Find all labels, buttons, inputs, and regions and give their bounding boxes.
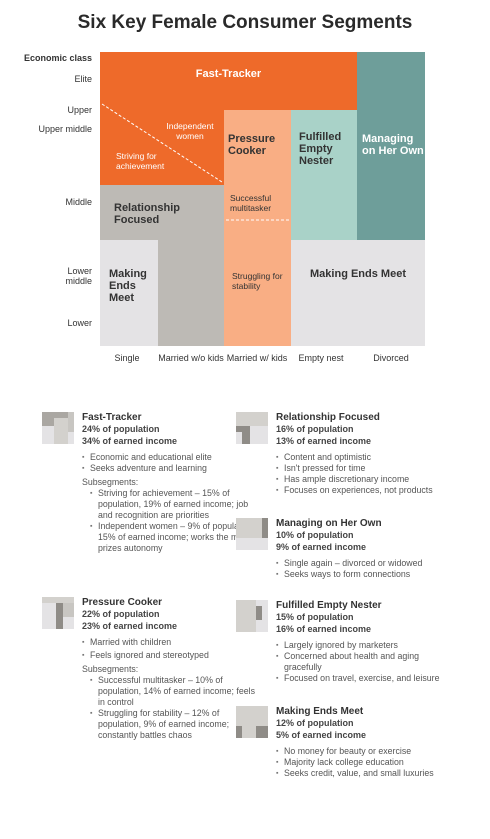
making-ends-meet-thumb-icon (236, 706, 268, 738)
legend-bullet: Single again – divorced or widowed (276, 558, 456, 569)
legend-bullet: Content and optimistic (276, 452, 456, 463)
x-label-divorced: Divorced (373, 353, 409, 363)
legend-population: 10% of population (276, 530, 354, 540)
pressure-cooker-label: Pressure Cooker (228, 133, 276, 157)
pressure-cooker-thumb-icon (42, 597, 74, 629)
y-axis-title: Economic class (23, 53, 92, 63)
fast-tracker-thumb-icon (42, 412, 74, 444)
legend-bullet: Seeks adventure and learning (82, 463, 262, 474)
managing-on-her-own-label: Managing on Her Own (362, 133, 424, 157)
fulfilled-empty-nester-label: Fulfilled Empty Nester (299, 131, 342, 167)
making-ends-meet-right-label: Making Ends Meet (310, 268, 406, 280)
legend-bullet: Isn't pressed for time (276, 463, 456, 474)
legend-bullet: Focused on travel, exercise, and leisure (276, 673, 456, 684)
x-label-married-kids: Married w/ kids (226, 353, 288, 363)
legend-subsegments-title: Subsegments: (82, 477, 139, 487)
fast-tracker-block-top (100, 52, 357, 110)
managing-on-her-own-block (357, 52, 425, 240)
y-label-middle: Middle (65, 197, 92, 207)
y-label-elite: Elite (74, 74, 92, 84)
relationship-focused-block-top (100, 185, 224, 240)
legend-bullet: Largely ignored by marketers (276, 640, 456, 651)
legend-bullet: Feels ignored and stereotyped (82, 650, 262, 661)
legend-bullet: Focuses on experiences, not products (276, 485, 456, 496)
fast-tracker-label: Fast-Tracker (195, 68, 262, 80)
legend-bullet: Economic and educational elite (82, 452, 262, 463)
legend-income: 5% of earned income (276, 730, 367, 740)
x-label-single: Single (114, 353, 140, 363)
legend-income: 9% of earned income (276, 542, 367, 552)
legend-bullet: Has ample discretionary income (276, 474, 456, 485)
relationship-focused-label: Relationship Focused (114, 202, 181, 226)
legend-income: 13% of earned income (276, 436, 372, 446)
struggling-label: Struggling for stability (232, 271, 283, 291)
legend-income: 16% of earned income (276, 624, 372, 634)
y-label-upper-middle: Upper middle (38, 124, 92, 134)
fast-tracker-block-left (100, 110, 224, 185)
y-label-lower: Lower (67, 318, 92, 328)
relationship-focused-block-bottom (158, 240, 224, 346)
x-label-married-no-kids: Married w/o kids (158, 353, 224, 363)
legend-population: 16% of population (276, 424, 354, 434)
striving-label: Striving for achievement (116, 151, 165, 171)
pressure-cooker-block (224, 110, 291, 346)
successful-multitasker-label: Successful multitasker (230, 193, 272, 213)
legend-bullet: Seeks ways to form connections (276, 569, 456, 580)
legend-bullet: Married with children (82, 637, 262, 648)
legend-income: 34% of earned income (82, 436, 178, 446)
legend-name: Pressure Cooker (82, 597, 163, 608)
legend-subsegment: Successful multitasker – 10% of populati… (82, 675, 262, 708)
legend-bullet: Seeks credit, value, and small luxuries (276, 768, 456, 779)
legend-name: Managing on Her Own (276, 518, 382, 529)
legend-population: 12% of population (276, 718, 354, 728)
x-label-empty-nest: Empty nest (298, 353, 344, 363)
y-label-lower-middle: Lower middle (65, 266, 92, 286)
legend-population: 24% of population (82, 424, 160, 434)
legend-population: 22% of population (82, 609, 160, 619)
fulfilled-empty-nester-block (291, 110, 357, 240)
legend-name: Fast-Tracker (82, 412, 142, 423)
legend-subsegment: Striving for achievement – 15% of popula… (82, 488, 262, 521)
legend-bullet: Majority lack college education (276, 757, 456, 768)
fast-tracker-divider (101, 103, 223, 183)
legend-subsegment: Struggling for stability – 12% of popula… (82, 708, 262, 741)
legend-population: 15% of population (276, 612, 354, 622)
page-title: Six Key Female Consumer Segments (77, 12, 413, 33)
relationship-focused-thumb-icon (236, 412, 268, 444)
legend-income: 23% of earned income (82, 621, 178, 631)
legend-bullet: Concerned about health and aging gracefu… (276, 651, 456, 673)
managing-on-her-own-thumb-icon (236, 518, 268, 550)
fulfilled-empty-nester-thumb-icon (236, 600, 268, 632)
legend-name: Making Ends Meet (276, 706, 364, 717)
legend-bullet: No money for beauty or exercise (276, 746, 456, 757)
legend-subsegment: Independent women – 9% of population, 15… (82, 521, 262, 554)
legend-subsegments-title: Subsegments: (82, 664, 139, 674)
independent-women-label: Independent women (166, 121, 214, 141)
legend-name: Relationship Focused (276, 412, 380, 423)
legend-name: Fulfilled Empty Nester (276, 600, 382, 611)
making-ends-meet-left-label: Making Ends Meet (109, 268, 147, 304)
chart-dividers (101, 103, 289, 221)
y-label-upper: Upper (67, 105, 92, 115)
